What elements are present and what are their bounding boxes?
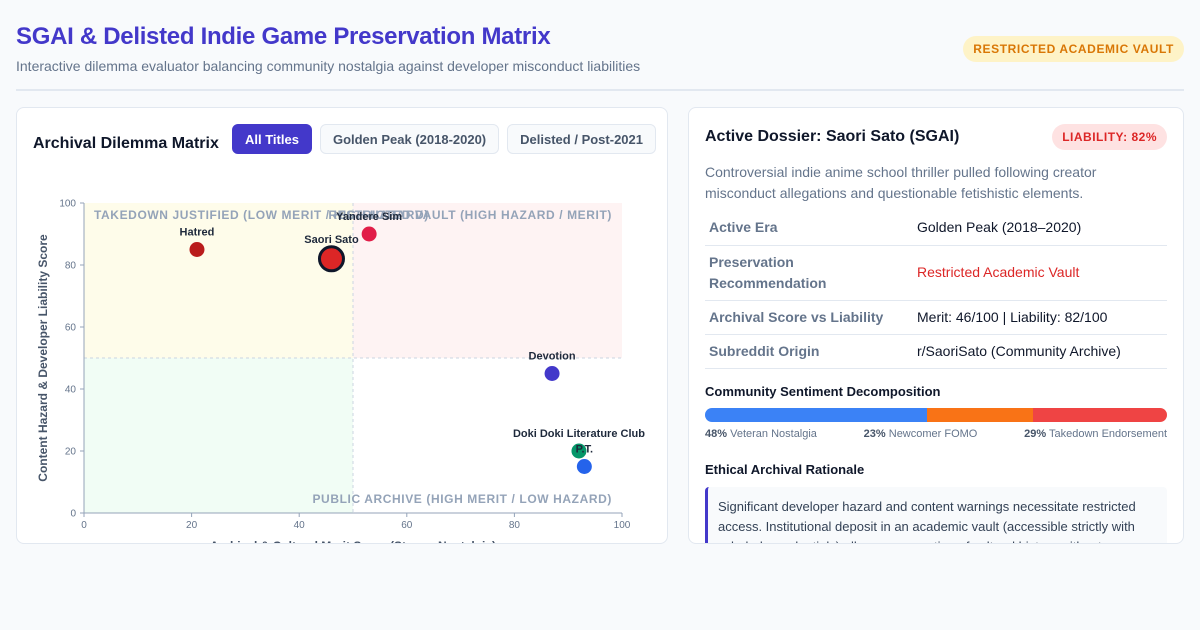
- dossier-details-table: Active Era Golden Peak (2018–2020) Prese…: [705, 211, 1167, 369]
- sentiment-legend-item: 48% Veteran Nostalgia: [705, 428, 817, 440]
- quadrant-region: [84, 203, 353, 358]
- x-tick-label: 100: [614, 520, 631, 531]
- table-row: Archival Score vs Liability Merit: 46/10…: [705, 300, 1167, 335]
- sentiment-bar: [705, 408, 1167, 422]
- detail-key: Preservation Recommendation: [705, 245, 913, 301]
- y-tick-label: 60: [65, 323, 77, 334]
- quadrant-region: [353, 203, 622, 358]
- data-point-label: Doki Doki Literature Club: [513, 428, 645, 440]
- x-tick-label: 60: [401, 520, 413, 531]
- sentiment-label: Takedown Endorsement: [1048, 428, 1167, 440]
- detail-value: Merit: 46/100 | Liability: 82/100: [913, 300, 1167, 335]
- sentiment-segment: [705, 408, 927, 422]
- sentiment-pct: 23%: [863, 428, 886, 440]
- quadrant-label: RESTRICTED VAULT (HIGH HAZARD / MERIT): [328, 208, 612, 222]
- table-row: Preservation Recommendation Restricted A…: [705, 245, 1167, 301]
- quadrant-region: [353, 358, 622, 513]
- page-subtitle: Interactive dilemma evaluator balancing …: [16, 58, 641, 74]
- data-point-label: Hatred: [180, 227, 215, 239]
- data-point: [544, 366, 560, 381]
- tab-delisted[interactable]: Delisted / Post-2021: [507, 124, 656, 154]
- x-tick-label: 20: [186, 520, 198, 531]
- detail-key: Archival Score vs Liability: [705, 300, 913, 335]
- y-tick-label: 100: [59, 199, 76, 210]
- quadrant-region: [84, 358, 353, 513]
- data-point-label: Saori Sato: [304, 234, 359, 246]
- vault-status-badge: RESTRICTED ACADEMIC VAULT: [963, 36, 1184, 62]
- detail-key: Active Era: [705, 211, 913, 246]
- sentiment-legend-item: 23% Newcomer FOMO: [864, 428, 978, 440]
- x-tick-label: 0: [81, 520, 87, 531]
- sentiment-label: Newcomer FOMO: [888, 428, 978, 440]
- matrix-card: Archival Dilemma Matrix All Titles Golde…: [16, 107, 668, 544]
- sentiment-heading: Community Sentiment Decomposition: [705, 384, 941, 399]
- sentiment-pct: 48%: [705, 428, 728, 440]
- tab-all-titles[interactable]: All Titles: [232, 124, 312, 154]
- rationale-heading: Ethical Archival Rationale: [705, 462, 865, 477]
- sentiment-label: Veteran Nostalgia: [730, 428, 817, 440]
- y-tick-label: 0: [70, 509, 76, 520]
- data-point: [189, 242, 205, 257]
- sentiment-segment: [1033, 408, 1167, 422]
- sentiment-pct: 29%: [1024, 428, 1047, 440]
- y-axis-title: Content Hazard & Developer Liability Sco…: [36, 234, 50, 482]
- data-point: [361, 226, 377, 242]
- quadrant-label: TAKEDOWN JUSTIFIED (LOW MERIT / HIGH HAZ…: [94, 208, 429, 222]
- detail-key: Subreddit Origin: [705, 334, 913, 369]
- sentiment-segment: [926, 408, 1033, 422]
- dossier-title: Active Dossier: Saori Sato (SGAI): [705, 128, 960, 145]
- table-row: Subreddit Origin r/SaoriSato (Community …: [705, 334, 1167, 369]
- x-axis-title: Archival & Cultural Merit Score (Stream …: [210, 539, 496, 543]
- y-tick-label: 20: [65, 447, 77, 458]
- data-point-label: Devotion: [529, 351, 576, 363]
- sentiment-legend-item: 29% Takedown Endorsement: [1024, 428, 1167, 440]
- data-point: [571, 443, 587, 459]
- dossier-card: Active Dossier: Saori Sato (SGAI) LIABIL…: [688, 107, 1184, 544]
- detail-value: Golden Peak (2018–2020): [913, 211, 1167, 246]
- tab-golden-peak[interactable]: Golden Peak (2018-2020): [319, 124, 500, 154]
- page-title: SGAI & Delisted Indie Game Preservation …: [16, 23, 551, 50]
- liability-badge: LIABILITY: 82%: [1052, 124, 1167, 150]
- era-filter-tabs: All Titles Golden Peak (2018-2020) Delis…: [232, 124, 656, 154]
- dossier-description: Controversial indie anime school thrille…: [705, 164, 1097, 201]
- dilemma-scatter-chart: TAKEDOWN JUSTIFIED (LOW MERIT / HIGH HAZ…: [36, 199, 645, 544]
- data-point-label: Yandere Sim: [336, 211, 402, 223]
- sentiment-legend: 48% Veteran Nostalgia 23% Newcomer FOMO …: [705, 428, 1167, 440]
- page-header: SGAI & Delisted Indie Game Preservation …: [16, 0, 1184, 91]
- y-tick-label: 80: [65, 261, 77, 272]
- matrix-title: Archival Dilemma Matrix: [33, 135, 219, 152]
- quadrant-label: PUBLIC ARCHIVE (HIGH MERIT / LOW HAZARD): [312, 492, 612, 506]
- data-point-label: P.T.: [576, 444, 594, 456]
- detail-value: Restricted Academic Vault: [913, 245, 1167, 301]
- x-tick-label: 40: [294, 520, 306, 531]
- detail-value: r/SaoriSato (Community Archive): [913, 334, 1167, 369]
- rationale-text: Significant developer hazard and content…: [705, 487, 1167, 543]
- data-point: [317, 245, 345, 273]
- y-tick-label: 40: [65, 385, 77, 396]
- data-point: [576, 459, 592, 474]
- table-row: Active Era Golden Peak (2018–2020): [705, 211, 1167, 246]
- x-tick-label: 80: [509, 520, 521, 531]
